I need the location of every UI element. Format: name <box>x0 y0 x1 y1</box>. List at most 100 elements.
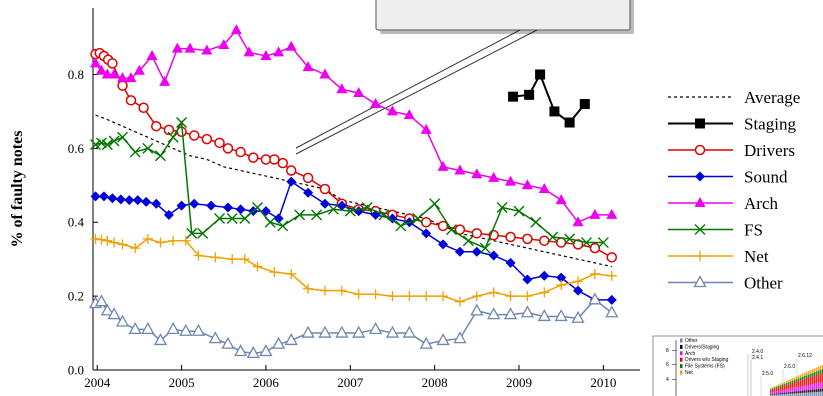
inset-bar-segment <box>800 392 802 396</box>
data-point <box>124 195 135 206</box>
data-point <box>488 287 499 298</box>
data-point <box>243 46 255 57</box>
inset-bar-segment <box>810 392 812 396</box>
data-point <box>180 235 191 246</box>
inset-bar-segment <box>814 389 816 393</box>
inset-legend-swatch <box>680 338 683 343</box>
inset-bar-segment <box>814 375 816 384</box>
data-point <box>186 227 198 239</box>
data-point <box>589 268 600 279</box>
inset-bar-segment <box>814 368 816 373</box>
data-point <box>264 216 276 228</box>
data-point <box>176 200 187 211</box>
data-point <box>303 187 314 198</box>
data-point <box>454 296 465 307</box>
inset-bar-segment <box>794 379 796 383</box>
data-point <box>273 46 285 57</box>
data-point <box>368 322 383 335</box>
inset-bar-segment <box>802 376 804 380</box>
x-tick-label: 2004 <box>84 375 111 390</box>
data-point <box>163 209 174 220</box>
data-point <box>344 205 356 217</box>
inset-bar-segment <box>810 373 812 377</box>
data-point <box>513 205 525 217</box>
y-tick-label: 0.8 <box>68 67 84 82</box>
inset-bar-segment <box>798 375 800 379</box>
series-drivers <box>90 47 618 263</box>
inset-bar-segment <box>794 382 796 388</box>
data-point <box>166 322 180 335</box>
data-point <box>109 237 120 248</box>
data-point <box>488 250 499 261</box>
inset-bar-segment <box>820 388 822 392</box>
data-point <box>370 289 381 300</box>
data-point <box>95 137 107 149</box>
x-tick-label: 2009 <box>506 375 532 390</box>
data-point <box>454 164 466 175</box>
data-point <box>117 131 129 143</box>
data-point <box>522 233 533 245</box>
inset-bar-segment <box>776 393 778 395</box>
y-ticks: 0.0 0.2 0.4 0.6 0.8 <box>68 67 98 378</box>
inset-bar-segment <box>818 366 820 371</box>
legend-marker <box>695 251 705 261</box>
inset-legend-swatch <box>680 351 683 356</box>
inset-bar-segment <box>778 390 780 394</box>
data-point <box>370 98 382 109</box>
data-point <box>505 257 516 268</box>
inset-legend-swatch <box>680 364 683 369</box>
legend-label: FS <box>744 221 763 240</box>
inset-bar-segment <box>770 394 772 395</box>
inset-bar-segment <box>770 389 772 391</box>
data-point <box>235 146 246 158</box>
data-point <box>353 86 365 97</box>
series-average <box>95 114 612 268</box>
data-point <box>108 135 120 147</box>
data-point <box>564 117 575 128</box>
data-point <box>535 69 546 80</box>
series-other <box>88 292 619 359</box>
data-point <box>470 303 484 316</box>
inset-bar-segment <box>774 388 776 392</box>
data-point <box>412 213 424 225</box>
series-line <box>95 238 612 303</box>
inset-bar-segment <box>814 392 816 396</box>
inset-bar-segment <box>772 387 774 389</box>
data-point <box>336 200 347 211</box>
inset-bar-segment <box>792 378 794 381</box>
data-point <box>572 216 584 227</box>
data-point <box>222 202 233 213</box>
data-point <box>436 333 450 346</box>
data-point <box>404 291 415 302</box>
data-point <box>285 165 297 176</box>
data-point <box>189 198 200 209</box>
data-point <box>462 235 474 247</box>
inset-bar-segment <box>786 392 788 394</box>
data-point <box>520 305 535 318</box>
data-point <box>555 237 567 248</box>
legend-label: Net <box>744 247 769 266</box>
inset-bar-segment <box>804 390 806 393</box>
inset-bar-segment <box>816 374 818 384</box>
inset-bar-segment <box>798 391 800 394</box>
inset-bar-segment <box>788 384 790 389</box>
data-point <box>471 168 483 179</box>
data-point <box>271 336 286 349</box>
inset-bar-segment <box>784 383 786 386</box>
y-tick-label: 0.4 <box>68 215 85 230</box>
inset-bar-segment <box>792 393 794 396</box>
data-point <box>438 239 449 250</box>
inset-bar-segment <box>802 386 804 391</box>
data-point <box>102 235 113 246</box>
data-point <box>488 171 500 182</box>
data-point <box>141 322 155 335</box>
data-point <box>155 237 166 248</box>
inset-bar-segment <box>790 393 792 396</box>
data-point <box>179 323 193 336</box>
inset-bar-segment <box>780 386 782 391</box>
series-line <box>95 52 613 258</box>
inset-bar-segment <box>816 383 818 390</box>
inset-bar-segment <box>810 370 812 374</box>
inset-bar-segment <box>794 393 796 396</box>
